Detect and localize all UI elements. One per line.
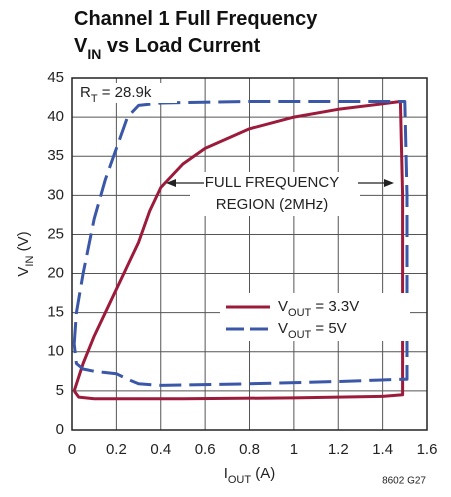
y-tick-label: 45 — [47, 69, 64, 86]
x-axis-label-part: I — [224, 465, 228, 482]
legend-label: VOUT = 3.3V — [278, 298, 359, 319]
annotation: REGION (2MHz) — [216, 196, 329, 213]
chart-title: Channel 1 Full Frequency — [74, 8, 318, 30]
arrow-head — [166, 179, 176, 187]
x-tick-label: 0.8 — [239, 441, 260, 458]
legend-label-part: OUT — [288, 329, 312, 341]
data-line — [72, 100, 409, 387]
y-tick-label: 15 — [47, 304, 64, 321]
y-axis-label-part: (V) — [15, 231, 32, 255]
chart-title-part: vs Load Current — [101, 35, 260, 57]
y-tick-label: 25 — [47, 225, 64, 242]
arrow-head — [384, 179, 394, 187]
x-tick-label: 0 — [68, 441, 76, 458]
legend-label-part: = 5V — [311, 320, 346, 337]
chart-title-part: Channel 1 Full Frequency — [74, 8, 318, 30]
y-tick-label: 10 — [47, 343, 64, 360]
y-axis-label-part: IN — [24, 256, 36, 267]
x-tick-label: 1.6 — [417, 441, 438, 458]
legend-label-part: V — [278, 320, 288, 337]
legend-bg — [220, 293, 410, 341]
annotation: RT = 28.9k — [80, 84, 152, 105]
y-tick-label: 40 — [47, 108, 64, 125]
annotation-part: R — [80, 84, 91, 101]
annotation-bg — [190, 172, 360, 216]
annotation-part: T — [91, 93, 98, 105]
x-tick-label: 0.4 — [150, 441, 171, 458]
x-axis-label-part: OUT — [228, 474, 252, 486]
y-tick-label: 0 — [56, 421, 64, 438]
x-axis-label-part: (A) — [251, 465, 275, 482]
x-axis-label: IOUT (A) — [224, 465, 276, 486]
y-tick-label: 20 — [47, 265, 64, 282]
y-tick-label: 30 — [47, 186, 64, 203]
x-tick-label: 1 — [290, 441, 298, 458]
chart-title-part: V — [74, 35, 88, 57]
chart-title: VIN vs Load Current — [74, 35, 261, 61]
x-tick-label: 0.2 — [106, 441, 127, 458]
annotation: FULL FREQUENCY — [205, 174, 339, 191]
x-tick-label: 1.2 — [328, 441, 349, 458]
legend-label-part: V — [278, 298, 288, 315]
annotation-part: = 28.9k — [98, 84, 152, 101]
y-axis-label-part: V — [15, 267, 32, 277]
annotation-bg — [77, 83, 177, 103]
y-axis-label: VIN (V) — [15, 231, 36, 276]
plot-frame — [71, 77, 428, 431]
y-tick-label: 5 — [56, 382, 64, 399]
legend-label-part: OUT — [288, 307, 312, 319]
legend-label-part: = 3.3V — [311, 298, 359, 315]
y-tick-label: 35 — [47, 147, 64, 164]
data-line — [72, 100, 405, 401]
chart-title-part: IN — [87, 46, 101, 62]
x-tick-label: 0.6 — [195, 441, 216, 458]
footnote: 8602 G27 — [382, 476, 426, 487]
legend-label: VOUT = 5V — [278, 320, 347, 341]
x-tick-label: 1.4 — [372, 441, 393, 458]
